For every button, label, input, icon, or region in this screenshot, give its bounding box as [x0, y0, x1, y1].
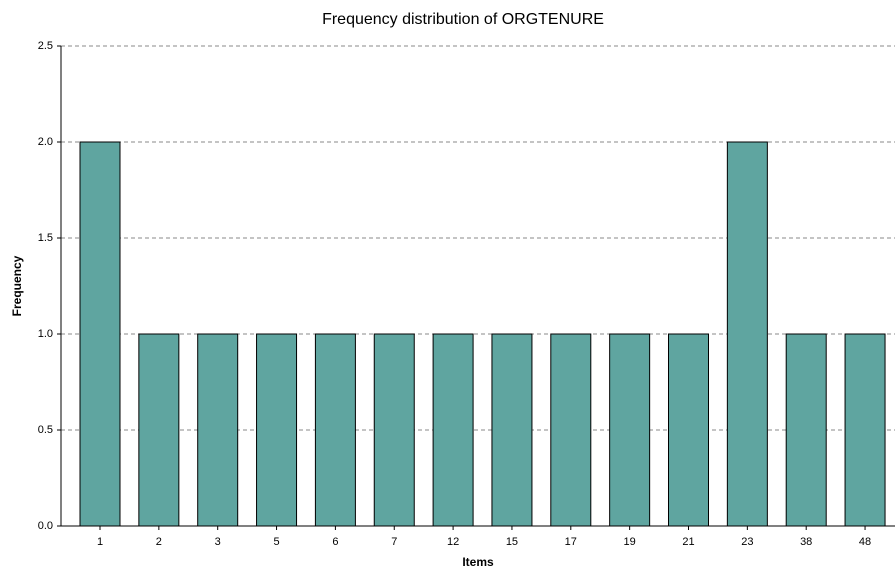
- y-tick-label: 1.5: [38, 232, 53, 244]
- x-tick-label: 17: [565, 536, 577, 548]
- bar: [79, 141, 121, 527]
- bar: [314, 333, 356, 527]
- bar: [844, 333, 886, 527]
- x-axis-label: Items: [462, 555, 494, 569]
- x-tick-label: 23: [741, 536, 753, 548]
- bar: [491, 333, 533, 527]
- x-tick-label: 5: [273, 536, 279, 548]
- x-tick-label: 2: [156, 536, 162, 548]
- bar: [138, 333, 180, 527]
- x-tick-label: 6: [332, 536, 338, 548]
- bar: [550, 333, 592, 527]
- y-tick-label: 2.5: [38, 40, 53, 52]
- x-tick-label: 3: [215, 536, 221, 548]
- x-tick-label: 38: [800, 536, 812, 548]
- y-axis-label: Frequency: [10, 255, 24, 316]
- y-tick-label: 1.0: [38, 328, 53, 340]
- x-tick-label: 19: [624, 536, 636, 548]
- x-tick-label: 12: [447, 536, 459, 548]
- x-tick-label: 21: [682, 536, 694, 548]
- y-tick-label: 2.0: [38, 136, 53, 148]
- bar: [197, 333, 239, 527]
- bar: [668, 333, 709, 527]
- bar: [726, 141, 768, 527]
- x-tick-label: 1: [97, 536, 103, 548]
- y-tick-label: 0.0: [38, 520, 53, 532]
- bar: [785, 333, 827, 527]
- bar: [432, 333, 474, 527]
- chart-title: Frequency distribution of ORGTENURE: [322, 11, 604, 28]
- x-tick-label: 7: [391, 536, 397, 548]
- bar: [609, 333, 651, 527]
- bar: [256, 333, 298, 527]
- y-tick-label: 0.5: [38, 424, 53, 436]
- x-tick-label: 48: [859, 536, 871, 548]
- x-tick-label: 15: [506, 536, 518, 548]
- bar: [373, 333, 415, 527]
